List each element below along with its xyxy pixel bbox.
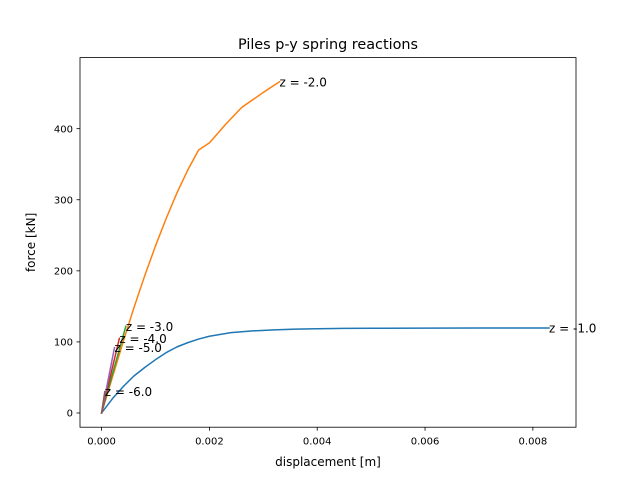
x-tick-label: 0.008 [519,437,548,448]
x-tick-label: 0.004 [303,437,332,448]
x-tick-label: 0.002 [195,437,224,448]
y-axis-label: force [kN] [24,213,38,272]
x-tick-label: 0.006 [411,437,440,448]
x-axis-ticks: 0.000 0.002 0.004 0.006 0.008 [87,427,547,448]
chart-title: Piles p-y spring reactions [238,37,418,53]
series-line-2 [100,80,281,414]
y-tick-label: 0 [67,409,73,420]
series-annotation-2: z = -2.0 [279,75,326,89]
y-tick-label: 200 [54,266,73,277]
series-annotation-4: z = -4.0 [119,332,166,346]
series-line-1 [100,327,550,415]
series-annotation-6: z = -6.0 [105,385,152,399]
y-tick-label: 100 [54,338,73,349]
x-tick-label: 0.000 [87,437,116,448]
plot-frame [79,57,577,428]
series-annotation-3: z = -3.0 [126,320,173,334]
series-line-6 [100,390,106,414]
x-axis-label: displacement [m] [275,455,381,469]
series-annotation-1: z = -1.0 [549,321,596,335]
y-tick-label: 400 [54,124,73,135]
series-annotation-5: z = -5.0 [115,341,162,355]
y-axis-ticks: 0 100 200 300 400 [54,124,80,420]
plot-lines-group [100,80,550,415]
series-annotations: z = -1.0 z = -2.0 z = -3.0z = -4.0z = -5.0… [105,75,597,399]
y-tick-label: 300 [54,195,73,206]
